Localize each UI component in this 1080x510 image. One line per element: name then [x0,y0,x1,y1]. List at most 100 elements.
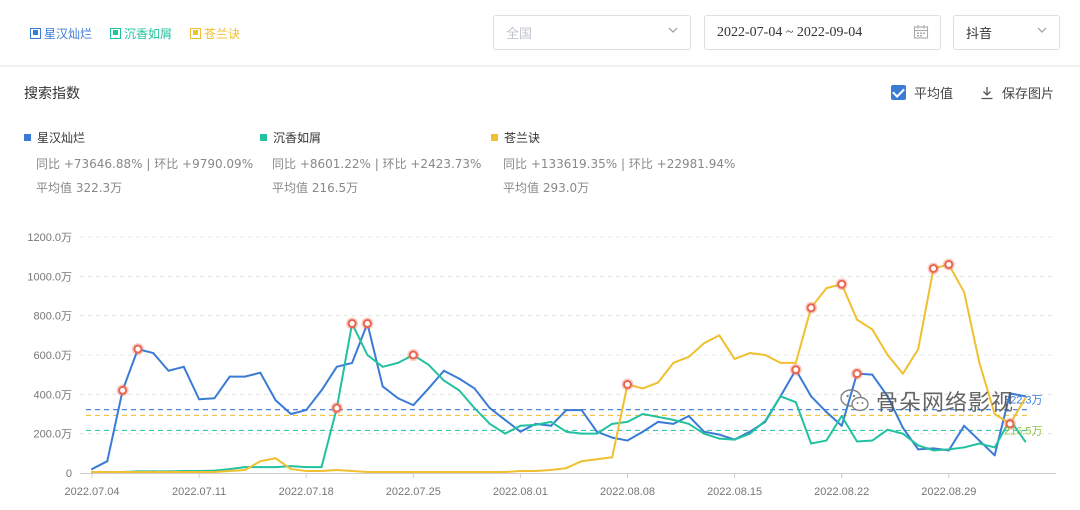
data-point [703,432,705,435]
peak-marker [362,319,372,329]
data-point [764,419,767,422]
data-point [259,371,262,374]
wechat-icon [840,389,869,412]
series-info-name: 星汉灿烂 [37,131,86,145]
x-tick-label: 2022.07.04 [64,486,119,498]
series-info-change: 同比 +133619.35% | 环比 +22981.94% [503,157,736,171]
top-legend-label: 星汉灿烂 [44,26,93,41]
data-point [152,352,155,355]
series-line [91,322,1026,470]
panel-title: 搜索指数 [24,86,80,102]
data-point [794,361,797,364]
data-point [886,395,889,398]
data-point [733,357,736,360]
data-point [320,389,323,392]
data-point [305,466,308,469]
series-info-name: 苍兰诀 [504,131,541,145]
y-tick-label: 400.0万 [33,389,72,401]
peak-marker [852,369,862,379]
data-point [626,420,629,423]
data-point [687,414,690,417]
data-point [580,409,583,412]
x-tick-label: 2022.07.18 [279,486,334,498]
data-point [565,409,568,412]
search-index-panel: 搜索指数 平均值 保存图片 星汉灿烂 同比 +73646.88% | 环比 +9… [0,67,1080,510]
data-point [580,460,583,463]
data-point [305,470,308,473]
checkbox-checked-icon [891,85,906,100]
data-point [213,471,216,474]
top-legend-xinghan[interactable]: 星汉灿烂 [30,24,92,42]
checkbox-icon [110,27,121,39]
region-select-value: 全国 [506,27,533,42]
data-point [764,354,767,356]
region-select[interactable]: 全国 [493,15,691,50]
data-point [182,471,185,474]
data-point [412,471,415,474]
data-point [657,420,660,423]
data-point [626,439,629,442]
data-point [289,468,292,471]
data-point [228,468,231,471]
data-point [534,423,537,426]
data-point [825,411,828,414]
x-tick-label: 2022.07.11 [172,486,226,498]
data-point [397,471,399,474]
download-icon [981,86,993,99]
data-point [993,413,996,415]
data-point [978,439,981,442]
data-point [366,354,369,356]
data-point [550,420,552,423]
data-point [289,413,292,415]
data-point [228,470,231,473]
average-toggle-label: 平均值 [914,87,954,102]
data-point [427,471,430,474]
data-point [289,465,292,468]
data-point [595,458,598,461]
peak-marker [806,303,816,313]
data-point [351,470,354,473]
data-point [213,469,216,472]
top-legend-chenxiang[interactable]: 沉香如屑 [110,24,172,42]
data-point [381,365,384,368]
data-point [871,373,874,376]
data-point [427,387,430,390]
data-point [550,469,552,472]
data-point [228,375,231,378]
data-point [748,432,751,435]
data-point [963,446,966,449]
y-tick-label: 1200.0万 [27,232,72,244]
data-point [993,454,996,457]
top-legend-label: 苍兰诀 [204,26,241,41]
series-line [92,322,1027,474]
data-point [993,446,996,449]
data-point [182,365,185,368]
data-point [412,404,415,407]
calendar-icon [913,25,929,39]
data-point [886,354,889,356]
data-point [473,471,476,474]
data-point [274,399,277,402]
y-tick-label: 0 [66,468,72,480]
peak-marker [791,365,801,375]
data-point [703,342,705,345]
peak-marker [929,263,938,273]
data-point [825,439,828,442]
average-toggle[interactable]: 平均值 [891,83,953,102]
date-range-picker[interactable]: 2022-07-04 ~ 2022-09-04 [704,15,941,50]
top-legend-canglan[interactable]: 苍兰诀 [190,24,240,42]
data-point [917,444,920,447]
data-point [213,397,216,400]
data-point [305,409,308,412]
save-image-button[interactable]: 保存图片 [980,83,1054,102]
data-point [901,372,904,375]
series-info-average: 平均值 322.3万 [36,181,123,195]
data-point [810,442,813,445]
data-point [733,438,736,441]
platform-select[interactable]: 抖音 [953,15,1060,50]
chevron-down-icon [1037,27,1047,33]
x-tick-label: 2022.08.08 [600,486,655,498]
data-point [565,430,568,433]
data-point [442,369,445,372]
